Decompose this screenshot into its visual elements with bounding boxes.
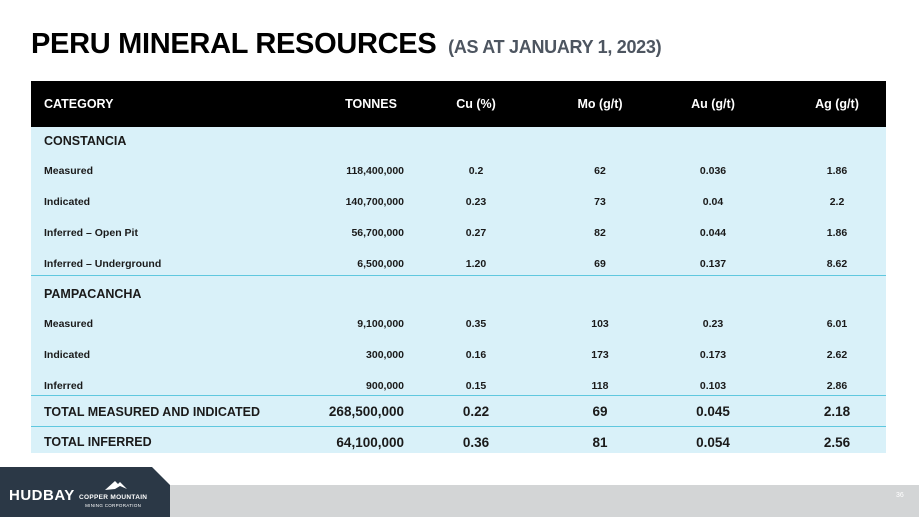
cell-category: CONSTANCIA xyxy=(44,134,127,148)
mountain-logo-icon xyxy=(105,481,127,490)
section-row: PAMPACANCHA xyxy=(31,280,886,308)
cell-ag: 6.01 xyxy=(826,317,848,330)
table-row: Indicated 140,700,000 0.23 73 0.04 2.2 xyxy=(31,186,886,217)
row-divider xyxy=(31,275,886,276)
cell-ag: 2.2 xyxy=(829,195,845,208)
cell-category: Inferred – Underground xyxy=(44,257,162,270)
cell-ag: 2.56 xyxy=(823,434,851,450)
title-main: PERU MINERAL RESOURCES xyxy=(31,28,437,60)
page-number: 36 xyxy=(896,492,904,499)
cell-category: Inferred – Open Pit xyxy=(44,226,138,239)
cell-mo: 73 xyxy=(594,195,606,208)
cell-mo: 82 xyxy=(594,226,606,239)
footer-logo-panel xyxy=(0,467,170,517)
cm-logo-subtext: MINING CORPORATION xyxy=(85,503,142,508)
cell-au: 0.036 xyxy=(699,164,727,177)
row-divider xyxy=(31,426,886,427)
header-au: Au (g/t) xyxy=(691,97,735,111)
table-header: CATEGORY TONNES Cu (%) Mo (g/t) Au (g/t)… xyxy=(31,81,886,127)
footer-bar xyxy=(170,485,919,517)
cell-category: Indicated xyxy=(44,348,91,361)
cell-cu: 1.20 xyxy=(465,257,487,270)
cell-cu: 0.16 xyxy=(465,348,487,361)
cell-cu: 0.2 xyxy=(468,164,484,177)
cm-logo-text: COPPER MOUNTAIN xyxy=(79,494,148,501)
cell-category: Inferred xyxy=(44,379,84,392)
cell-category: Measured xyxy=(44,164,94,177)
total-row: TOTAL INFERRED 64,100,000 0.36 81 0.054 2.56 xyxy=(31,427,886,457)
cell-ag: 8.62 xyxy=(826,257,848,270)
cell-ag: 2.62 xyxy=(826,348,848,361)
table-row: Measured 118,400,000 0.2 62 0.036 1.86 xyxy=(31,155,886,186)
cell-category: PAMPACANCHA xyxy=(44,287,142,301)
cell-au: 0.173 xyxy=(699,348,727,361)
header-mo: Mo (g/t) xyxy=(577,97,623,111)
cell-ag: 2.18 xyxy=(823,404,851,419)
cell-cu: 0.27 xyxy=(465,226,487,239)
header-cu: Cu (%) xyxy=(456,97,496,111)
table-row: Measured 9,100,000 0.35 103 0.23 6.01 xyxy=(31,308,886,339)
cell-cu: 0.23 xyxy=(465,195,487,208)
cell-cu: 0.35 xyxy=(465,317,487,330)
header-tonnes: TONNES xyxy=(345,97,397,111)
page-title: PERU MINERAL RESOURCES (AS AT JANUARY 1,… xyxy=(31,28,662,61)
table-row: Inferred – Open Pit 56,700,000 0.27 82 0.044… xyxy=(31,217,886,248)
copper-mountain-logo: COPPER MOUNTAIN MINING CORPORATION xyxy=(79,494,147,510)
hudbay-logo: HUDBAY xyxy=(9,487,75,504)
cell-cu: 0.15 xyxy=(465,379,487,392)
row-divider xyxy=(31,395,886,396)
cell-ag: 1.86 xyxy=(826,164,848,177)
cell-mo: 69 xyxy=(594,257,606,270)
header-category: CATEGORY xyxy=(44,97,114,111)
cell-ag: 2.86 xyxy=(826,379,848,392)
cell-au: 0.054 xyxy=(696,434,730,450)
cell-category: Indicated xyxy=(44,195,91,208)
cell-au: 0.137 xyxy=(699,257,727,270)
cell-cu: 0.36 xyxy=(462,434,490,450)
cell-ag: 1.86 xyxy=(826,226,848,239)
cell-tonnes: 900,000 xyxy=(366,379,404,392)
resources-table: CATEGORY TONNES Cu (%) Mo (g/t) Au (g/t)… xyxy=(31,81,886,453)
cell-tonnes: 118,400,000 xyxy=(346,164,404,177)
cell-au: 0.044 xyxy=(699,226,727,239)
cell-mo: 118 xyxy=(591,379,609,392)
cell-au: 0.045 xyxy=(696,404,730,419)
header-ag: Ag (g/t) xyxy=(815,97,859,111)
cell-mo: 103 xyxy=(591,317,609,330)
section-row: CONSTANCIA xyxy=(31,127,886,155)
table-row: Indicated 300,000 0.16 173 0.173 2.62 xyxy=(31,339,886,370)
cell-au: 0.23 xyxy=(702,317,724,330)
cell-au: 0.04 xyxy=(702,195,724,208)
table-row: Inferred 900,000 0.15 118 0.103 2.86 xyxy=(31,370,886,401)
table-row: Inferred – Underground 6,500,000 1.20 69 0.1… xyxy=(31,248,886,279)
cell-category: Measured xyxy=(44,317,94,330)
cell-mo: 173 xyxy=(591,348,609,361)
cell-tonnes: 140,700,000 xyxy=(345,195,404,208)
title-subtitle: (AS AT JANUARY 1, 2023) xyxy=(448,37,662,57)
cell-mo: 81 xyxy=(592,434,608,450)
cell-category: TOTAL MEASURED AND INDICATED xyxy=(44,404,260,419)
cell-mo: 69 xyxy=(592,404,608,419)
cell-tonnes: 300,000 xyxy=(366,348,404,361)
cell-tonnes: 6,500,000 xyxy=(357,257,404,270)
cell-au: 0.103 xyxy=(699,379,727,392)
total-row: TOTAL MEASURED AND INDICATED 268,500,000 0… xyxy=(31,397,886,426)
cell-mo: 62 xyxy=(594,164,606,177)
cell-tonnes: 268,500,000 xyxy=(328,404,404,419)
cell-cu: 0.22 xyxy=(462,404,490,419)
cell-tonnes: 64,100,000 xyxy=(336,434,404,450)
cell-category: TOTAL INFERRED xyxy=(44,435,152,449)
cell-tonnes: 56,700,000 xyxy=(351,226,404,239)
cell-tonnes: 9,100,000 xyxy=(357,317,404,330)
